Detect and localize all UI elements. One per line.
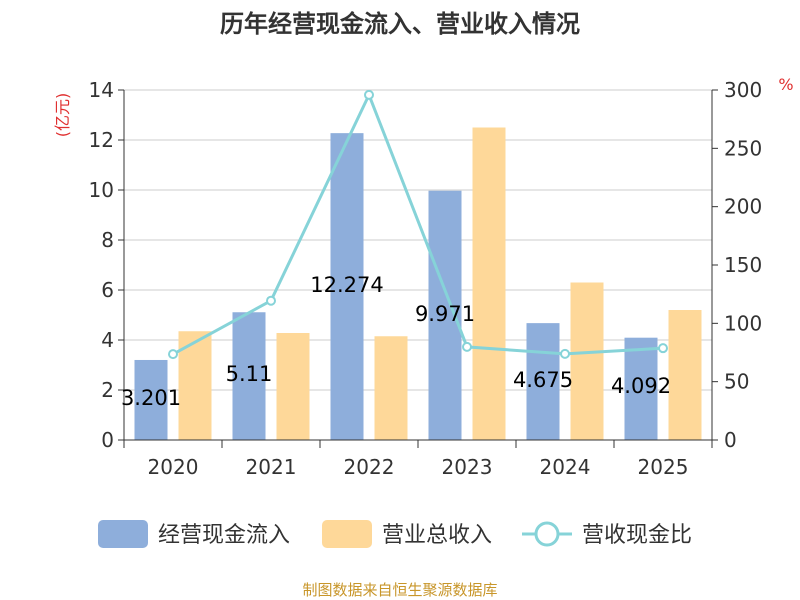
right-tick-label: 200 — [724, 195, 762, 219]
ratio-point — [462, 341, 472, 352]
bar-cash-inflow — [232, 312, 266, 440]
chart-title: 历年经营现金流入、营业收入情况 — [220, 10, 580, 38]
data-label: 4.092 — [611, 374, 671, 398]
right-tick-label: 250 — [724, 136, 762, 160]
left-tick-label: 2 — [101, 378, 114, 402]
legend-swatch-revenue — [322, 520, 372, 548]
bars — [134, 127, 702, 440]
x-tick-label: 2024 — [540, 455, 591, 479]
left-tick-label: 10 — [89, 178, 114, 202]
bar-revenue — [570, 282, 604, 440]
x-tick-label: 2022 — [344, 455, 395, 479]
bar-cash-inflow — [134, 359, 168, 440]
ratio-point — [266, 295, 276, 306]
source-note: 制图数据来自恒生聚源数据库 — [302, 581, 497, 599]
right-tick-label: 100 — [724, 311, 762, 335]
left-tick-label: 12 — [89, 128, 114, 152]
ratio-point — [364, 89, 374, 100]
left-tick-label: 6 — [101, 278, 114, 302]
bar-revenue — [276, 333, 310, 440]
bar-cash-inflow — [624, 337, 658, 440]
legend-label-cash-inflow: 经营现金流入 — [158, 523, 290, 548]
x-tick-label: 2023 — [442, 455, 493, 479]
data-label: 3.201 — [121, 386, 181, 410]
ratio-point — [560, 348, 570, 359]
bar-cash-inflow — [526, 323, 560, 440]
right-tick-label: 150 — [724, 253, 762, 277]
right-tick-label: 0 — [724, 428, 737, 452]
legend-label-revenue: 营业总收入 — [382, 523, 492, 548]
bar-revenue — [374, 336, 408, 440]
legend: 经营现金流入 营业总收入 营收现金比 — [98, 520, 692, 548]
grid — [124, 89, 712, 391]
bar-revenue — [472, 127, 506, 440]
ratio-point — [658, 343, 668, 354]
legend-label-ratio: 营收现金比 — [582, 523, 692, 548]
bar-cash-inflow — [330, 133, 364, 440]
legend-swatch-ratio-point — [534, 521, 560, 547]
line-series — [168, 89, 668, 360]
left-tick-label: 0 — [101, 428, 114, 452]
data-label: 5.11 — [226, 362, 273, 386]
x-tick-label: 2021 — [246, 455, 297, 479]
right-tick-label: 300 — [724, 78, 762, 102]
right-tick-label: 50 — [724, 370, 749, 394]
data-labels: 3.201 5.11 12.274 9.971 4.675 4.092 — [121, 273, 671, 410]
x-tick-label: 2020 — [148, 455, 199, 479]
right-axis-label: % — [778, 75, 793, 94]
data-label: 9.971 — [415, 302, 475, 326]
data-label: 4.675 — [513, 368, 573, 392]
left-tick-label: 8 — [101, 228, 114, 252]
legend-swatch-cash-inflow — [98, 520, 148, 548]
data-label: 12.274 — [310, 273, 383, 297]
x-tick-label: 2025 — [638, 455, 689, 479]
ratio-point — [168, 349, 178, 360]
axes: 0 2 4 6 8 10 12 14 0 50 100 150 200 250 300 2020 2021 202… — [89, 78, 763, 479]
left-axis-label: (亿元) — [53, 93, 72, 138]
ratio-line — [172, 91, 664, 356]
bar-revenue — [668, 310, 702, 440]
left-tick-label: 14 — [89, 78, 114, 102]
left-tick-label: 4 — [101, 328, 114, 352]
